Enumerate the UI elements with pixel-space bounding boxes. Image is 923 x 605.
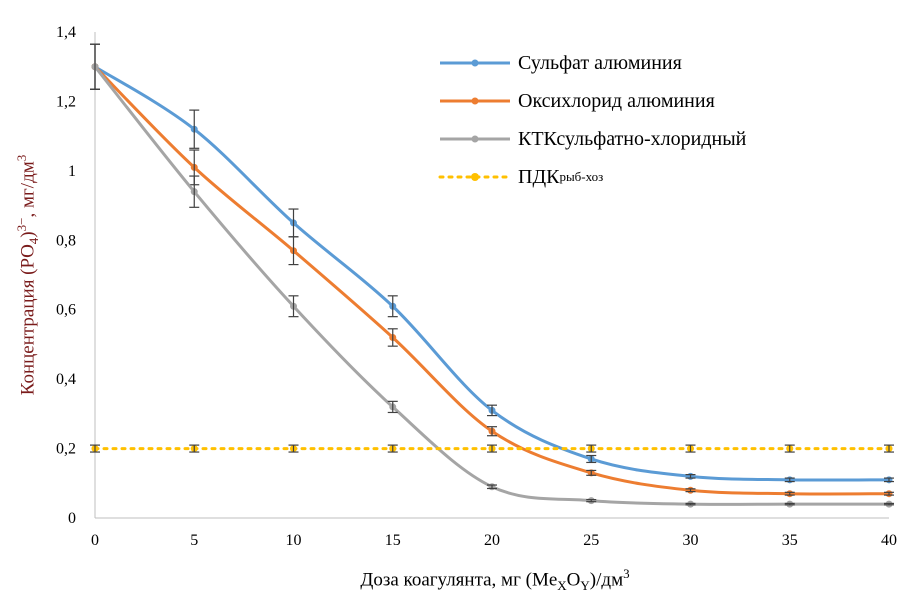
legend-swatch: [440, 59, 510, 67]
legend-item: Оксихлорид алюминия: [438, 82, 746, 120]
legend-item: Сульфат алюминия: [438, 44, 746, 82]
x-tick-label: 20: [484, 532, 500, 549]
legend-swatch: [438, 173, 512, 181]
x-tick-label: 40: [881, 532, 897, 549]
legend-label: Сульфат алюминия: [518, 51, 682, 74]
x-tick-label: 15: [385, 532, 401, 549]
y-tick-label: 0,4: [56, 371, 76, 388]
series-line-0: [94, 65, 890, 482]
legend-item: КТКсульфатно-хлоридный: [438, 120, 746, 158]
legend-item: ПДК рыб-хоз: [438, 158, 746, 196]
x-tick-label: 5: [190, 532, 198, 549]
legend-label: Оксихлорид алюминия: [518, 89, 715, 112]
x-tick-label: 35: [782, 532, 798, 549]
y-tick-label: 0,8: [56, 232, 76, 249]
legend-swatch: [440, 97, 510, 105]
legend-label: ПДК: [518, 165, 560, 188]
legend: Сульфат алюминия Оксихлорид алюминия КТК…: [438, 44, 746, 196]
y-tick-label: 0: [68, 510, 76, 527]
y-axis-label: Концентрация (PO4)3−, мг/дм3: [13, 154, 42, 396]
y-tick-label: 1,2: [56, 93, 76, 110]
legend-swatch: [440, 135, 510, 143]
legend-label-subscript: рыб-хоз: [559, 169, 604, 184]
legend-label: КТКсульфатно-хлоридный: [518, 127, 747, 150]
series-line-2: [93, 65, 889, 506]
x-tick-label: 0: [91, 532, 99, 549]
x-axis-label: Доза коагулянта, мг (MeXOY)/дм3: [360, 566, 630, 594]
y-tick-label: 0,2: [56, 441, 76, 458]
y-tick-label: 0,6: [56, 302, 76, 319]
x-tick-label: 30: [683, 532, 699, 549]
y-tick-label: 1,4: [56, 24, 76, 41]
y-tick-label: 1: [68, 163, 76, 180]
series-line-1: [93, 65, 890, 496]
x-tick-label: 25: [583, 532, 599, 549]
x-tick-label: 10: [286, 532, 302, 549]
